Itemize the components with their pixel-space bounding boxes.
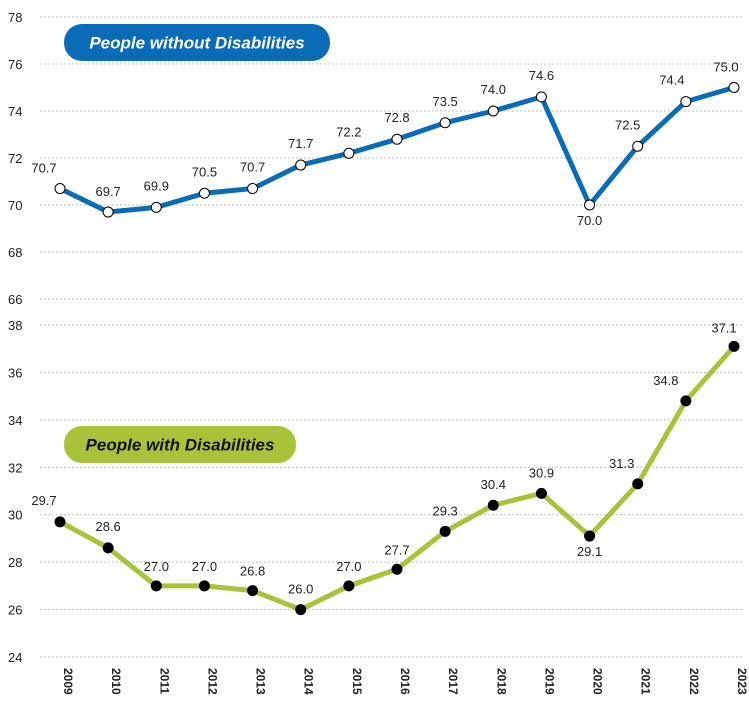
data-label-with-2019: 30.9 xyxy=(529,465,554,480)
x-tick-label-2010: 2010 xyxy=(109,668,123,695)
data-label-without-2016: 72.8 xyxy=(384,110,409,125)
series-name-with: People with Disabilities xyxy=(86,436,275,455)
x-tick-label-2016: 2016 xyxy=(398,668,412,695)
y-tick-label-without-70: 70 xyxy=(8,198,22,213)
data-point-without-2014 xyxy=(295,159,307,171)
x-tick-label-2023: 2023 xyxy=(735,668,749,695)
data-point-with-2012 xyxy=(198,580,210,592)
y-tick-label-with-28: 28 xyxy=(8,555,22,570)
x-tick-label-2020: 2020 xyxy=(591,668,605,695)
data-point-without-2010 xyxy=(102,206,114,218)
y-tick-label-with-30: 30 xyxy=(8,508,22,523)
data-point-with-2015 xyxy=(343,580,355,592)
data-label-without-2018: 74.0 xyxy=(481,82,506,97)
x-tick-label-2013: 2013 xyxy=(254,668,268,695)
data-point-with-2018 xyxy=(487,499,499,511)
data-label-with-2018: 30.4 xyxy=(481,477,506,492)
data-label-without-2023: 75.0 xyxy=(713,60,738,75)
y-tick-label-with-34: 34 xyxy=(8,413,22,428)
data-point-with-2016 xyxy=(391,563,403,575)
data-point-with-2013 xyxy=(247,585,259,597)
data-label-with-2014: 26.0 xyxy=(288,582,313,597)
x-tick-label-2009: 2009 xyxy=(61,668,75,695)
x-tick-label-2017: 2017 xyxy=(446,668,460,695)
data-point-with-2010 xyxy=(102,542,114,554)
data-point-with-2017 xyxy=(439,525,451,537)
y-tick-label-without-68: 68 xyxy=(8,245,22,260)
y-tick-label-with-26: 26 xyxy=(8,603,22,618)
y-tick-label-with-32: 32 xyxy=(8,460,22,475)
y-tick-label-without-72: 72 xyxy=(8,151,22,166)
data-label-without-2017: 73.5 xyxy=(432,94,457,109)
y-tick-label-with-36: 36 xyxy=(8,365,22,380)
data-label-without-2009: 70.7 xyxy=(31,161,56,176)
data-point-without-2011 xyxy=(150,201,162,213)
data-label-with-2020: 29.1 xyxy=(577,544,602,559)
y-tick-label-with-38: 38 xyxy=(8,318,22,333)
y-tick-label-without-76: 76 xyxy=(8,57,22,72)
data-label-without-2015: 72.2 xyxy=(336,124,361,139)
x-tick-label-2018: 2018 xyxy=(494,668,508,695)
data-label-without-2012: 70.5 xyxy=(192,164,217,179)
data-point-without-2017 xyxy=(439,117,451,129)
data-label-without-2011: 69.9 xyxy=(144,178,169,193)
data-point-without-2021 xyxy=(632,140,644,152)
data-point-without-2009 xyxy=(54,183,66,195)
data-label-without-2022: 74.4 xyxy=(659,73,684,88)
data-point-without-2012 xyxy=(198,187,210,199)
data-point-with-2011 xyxy=(150,580,162,592)
x-tick-label-2014: 2014 xyxy=(302,668,316,695)
data-point-with-2014 xyxy=(295,604,307,616)
x-tick-label-2011: 2011 xyxy=(157,668,171,694)
data-point-with-2020 xyxy=(584,530,596,542)
y-tick-label-without-78: 78 xyxy=(8,10,22,25)
data-label-with-2021: 31.3 xyxy=(609,456,634,471)
data-label-without-2021: 72.5 xyxy=(615,117,640,132)
data-point-without-2022 xyxy=(680,96,692,108)
data-label-with-2011: 27.0 xyxy=(144,559,169,574)
data-label-with-2015: 27.0 xyxy=(336,559,361,574)
data-label-with-2023: 37.1 xyxy=(711,320,736,335)
data-point-without-2020 xyxy=(584,199,596,211)
x-tick-label-2021: 2021 xyxy=(639,668,653,695)
y-tick-label-with-24: 24 xyxy=(8,650,22,665)
data-point-with-2023 xyxy=(728,340,740,352)
data-label-with-2016: 27.7 xyxy=(384,542,409,557)
data-point-with-2022 xyxy=(680,395,692,407)
y-tick-label-without-66: 66 xyxy=(8,292,22,307)
data-label-without-2013: 70.7 xyxy=(240,160,265,175)
data-label-with-2013: 26.8 xyxy=(240,564,265,579)
x-tick-label-2022: 2022 xyxy=(687,668,701,695)
data-point-without-2015 xyxy=(343,147,355,159)
series-badge-without xyxy=(64,24,330,61)
y-tick-label-without-74: 74 xyxy=(8,104,22,119)
series-name-without: People without Disabilities xyxy=(89,34,304,53)
data-label-without-2020: 70.0 xyxy=(577,213,602,228)
series-line-without xyxy=(57,85,737,215)
x-tick-label-2012: 2012 xyxy=(205,668,219,695)
data-point-with-2019 xyxy=(535,487,547,499)
series-badge-with xyxy=(64,426,296,463)
data-label-with-2012: 27.0 xyxy=(192,559,217,574)
data-point-without-2023 xyxy=(728,82,740,93)
data-label-without-2014: 71.7 xyxy=(288,136,313,151)
x-tick-label-2015: 2015 xyxy=(350,668,364,695)
x-tick-label-2019: 2019 xyxy=(542,668,556,695)
data-label-without-2019: 74.6 xyxy=(529,68,554,83)
data-point-with-2021 xyxy=(632,478,644,490)
data-point-without-2018 xyxy=(487,105,499,117)
data-point-without-2016 xyxy=(391,133,403,145)
data-label-with-2017: 29.3 xyxy=(432,503,457,518)
data-label-with-2010: 28.6 xyxy=(95,519,120,534)
data-label-with-2022: 34.8 xyxy=(653,373,678,388)
data-point-without-2019 xyxy=(535,91,547,103)
data-point-with-2009 xyxy=(54,516,66,528)
data-label-without-2010: 69.7 xyxy=(95,184,120,199)
data-point-without-2013 xyxy=(247,183,259,195)
data-label-with-2009: 29.7 xyxy=(31,493,56,508)
